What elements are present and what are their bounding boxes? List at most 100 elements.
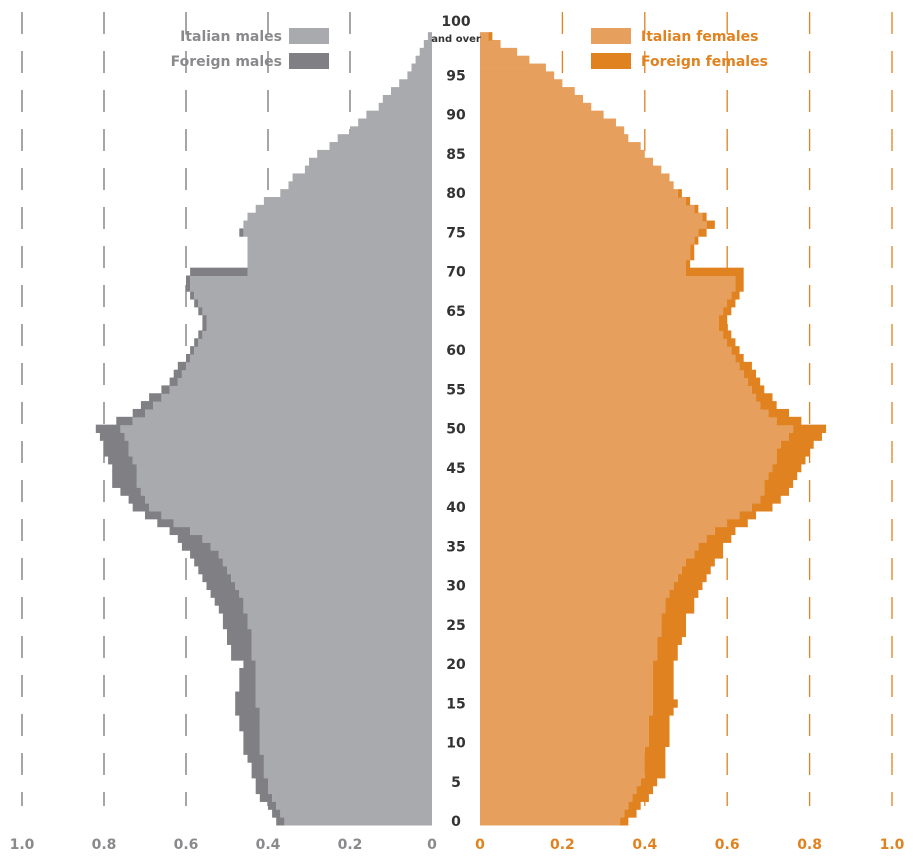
- bar-foreign-males-age-36: [177, 534, 203, 543]
- bar-italian-females-age-74: [480, 236, 695, 245]
- bar-italian-males-age-9: [259, 746, 432, 755]
- bar-foreign-males-age-11: [243, 730, 260, 740]
- bar-foreign-males-age-62: [198, 330, 203, 339]
- bar-italian-females-age-67: [480, 291, 732, 300]
- bar-italian-males-age-83: [304, 165, 432, 174]
- bar-italian-females-age-17: [480, 683, 654, 693]
- bar-italian-males-age-15: [255, 699, 432, 708]
- bar-foreign-females-age-4: [636, 785, 654, 795]
- bar-italian-males-age-68: [190, 283, 432, 292]
- bar-foreign-males-age-75: [239, 228, 244, 237]
- bar-italian-females-age-70: [480, 267, 686, 276]
- bar-foreign-males-age-25: [222, 620, 248, 630]
- bar-italian-females-age-100: [480, 32, 489, 41]
- bar-italian-males-age-90: [366, 110, 432, 119]
- bar-italian-males-age-93: [391, 87, 432, 96]
- bar-foreign-males-age-4: [255, 785, 268, 795]
- bar-foreign-males-age-19: [239, 668, 256, 677]
- bar-foreign-males-age-13: [239, 715, 260, 724]
- legend-swatch-foreign-females: [591, 53, 631, 69]
- male-tick-label: 0: [427, 837, 437, 853]
- bar-italian-females-age-13: [480, 715, 649, 724]
- bar-italian-males-age-28: [243, 597, 432, 606]
- bar-italian-females-age-12: [480, 722, 649, 732]
- bar-italian-females-age-43: [480, 479, 765, 488]
- bar-italian-males-age-77: [247, 212, 432, 222]
- legend-label-foreign-males: Foreign males: [171, 54, 282, 70]
- bar-italian-females-age-76: [480, 220, 707, 229]
- bar-foreign-females-age-63: [718, 322, 728, 331]
- bar-italian-females-age-91: [480, 102, 592, 112]
- bar-italian-females-age-24: [480, 628, 662, 638]
- bar-foreign-males-age-30: [206, 581, 236, 590]
- bar-foreign-females-age-48: [780, 440, 814, 449]
- bar-foreign-males-age-64: [202, 314, 207, 324]
- bar-italian-females-age-30: [480, 581, 674, 590]
- bar-italian-males-age-30: [235, 581, 432, 590]
- bar-foreign-females-age-35: [698, 542, 724, 551]
- bar-italian-males-age-92: [382, 94, 432, 104]
- bar-italian-males-age-67: [194, 291, 432, 300]
- bar-italian-males-age-69: [190, 275, 432, 284]
- bar-italian-males-age-42: [140, 487, 432, 496]
- bar-italian-females-age-61: [480, 338, 728, 347]
- bar-italian-males-age-14: [259, 707, 432, 716]
- bar-italian-males-age-88: [350, 126, 432, 135]
- bar-italian-males-age-25: [247, 620, 432, 630]
- bar-italian-males-age-13: [259, 715, 432, 724]
- bar-italian-females-age-80: [480, 189, 678, 198]
- bar-italian-males-age-53: [153, 401, 432, 410]
- age-label: 100: [441, 14, 470, 30]
- bar-italian-females-age-29: [480, 589, 670, 598]
- bar-italian-males-age-29: [239, 589, 432, 598]
- bar-foreign-females-age-8: [644, 754, 666, 763]
- bar-foreign-females-age-56: [747, 377, 761, 386]
- bar-italian-males-age-18: [255, 675, 432, 685]
- bar-foreign-females-age-23: [657, 636, 682, 645]
- bar-italian-females-age-15: [480, 699, 654, 708]
- bar-italian-males-age-5: [268, 777, 432, 787]
- bar-italian-males-age-27: [243, 605, 432, 614]
- bar-italian-females-age-51: [480, 416, 777, 426]
- bar-italian-females-age-56: [480, 377, 748, 386]
- bar-foreign-females-age-32: [681, 565, 711, 575]
- age-label: 10: [446, 736, 466, 752]
- bar-italian-females-age-23: [480, 636, 658, 645]
- bar-foreign-males-age-48: [104, 440, 129, 449]
- bar-italian-females-age-49: [480, 432, 789, 441]
- bar-foreign-males-age-23: [227, 636, 252, 645]
- bar-italian-males-age-49: [124, 432, 432, 441]
- bar-italian-females-age-32: [480, 565, 682, 575]
- bar-italian-males-age-97: [415, 55, 432, 65]
- bar-italian-males-age-86: [329, 142, 432, 151]
- female-tick-label: 0.8: [797, 837, 822, 853]
- bar-italian-males-age-48: [128, 440, 432, 449]
- bar-italian-females-age-35: [480, 542, 699, 551]
- bar-foreign-females-age-53: [760, 401, 777, 410]
- bar-foreign-females-age-24: [661, 628, 686, 638]
- bar-italian-males-age-61: [198, 338, 432, 347]
- bar-foreign-males-age-0: [276, 817, 285, 826]
- bar-italian-females-age-3: [480, 793, 633, 802]
- bar-foreign-males-age-31: [202, 573, 232, 583]
- female-tick-label: 0: [475, 837, 485, 853]
- bar-italian-females-age-83: [480, 165, 662, 174]
- bar-foreign-males-age-35: [181, 542, 211, 551]
- bar-foreign-females-age-44: [768, 471, 798, 481]
- bar-italian-males-age-47: [128, 448, 432, 457]
- bar-italian-females-age-28: [480, 597, 666, 606]
- bar-foreign-females-age-73: [690, 244, 695, 253]
- bar-italian-females-age-16: [480, 691, 654, 700]
- bar-italian-males-age-79: [263, 197, 432, 206]
- bar-italian-males-age-82: [292, 173, 432, 182]
- bar-foreign-males-age-28: [214, 597, 244, 606]
- age-label-suffix: and over: [431, 34, 481, 45]
- bar-italian-females-age-0: [480, 817, 621, 826]
- bar-foreign-males-age-17: [239, 683, 256, 693]
- bar-italian-females-age-18: [480, 675, 654, 685]
- bar-foreign-females-age-51: [776, 416, 802, 426]
- bar-italian-males-age-95: [407, 71, 432, 80]
- bar-foreign-females-age-45: [772, 463, 802, 473]
- bar-foreign-males-age-42: [120, 487, 141, 496]
- bar-foreign-males-age-15: [235, 699, 256, 708]
